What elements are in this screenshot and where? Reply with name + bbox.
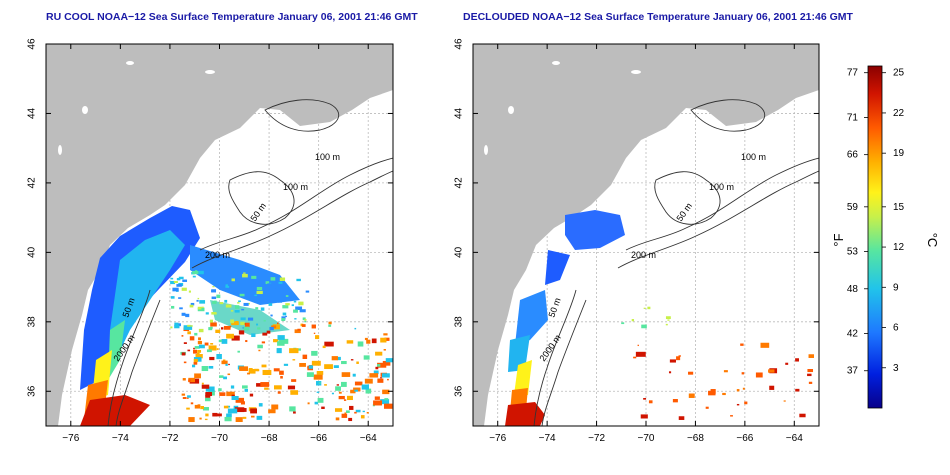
celsius-tick-label: 22 (893, 108, 905, 119)
colorbar-gradient (867, 65, 883, 409)
right-lat-label: 36 (454, 385, 465, 397)
right-land (473, 44, 819, 426)
left-lakes (58, 61, 215, 155)
right-lon-label: −76 (489, 433, 506, 444)
left-lat-label: 42 (27, 177, 38, 189)
left-lon-label: −70 (211, 433, 228, 444)
left-lat-label: 36 (27, 385, 38, 397)
colorbar-unit-celsius: °C (925, 233, 940, 248)
left-lon-label: −72 (161, 433, 178, 444)
left-map: 100 m 100 m 50 m 200 m 50 m 2000 m −76 −7… (27, 38, 394, 444)
right-lon-label: −74 (539, 433, 556, 444)
celsius-tick-label: 3 (893, 363, 899, 374)
left-lat-label: 40 (27, 246, 38, 258)
colorbar: 25 22 19 15 12 9 6 3 77 71 66 59 53 48 42 37 °F °C (831, 65, 940, 409)
contour-label: 50 m (546, 296, 562, 318)
right-axis-ticks: −76 −74 −72 −70 −68 −66 −64 36 38 40 42 44 46 (454, 38, 819, 444)
right-contours (533, 99, 819, 426)
celsius-tick-label: 9 (893, 282, 899, 293)
fahrenheit-tick-label: 53 (847, 247, 859, 258)
celsius-tick-label: 6 (893, 323, 899, 334)
celsius-tick-label: 15 (893, 202, 905, 213)
contour-label: 200 m (631, 250, 656, 260)
left-contours (107, 99, 393, 426)
contour-label: 100 m (283, 182, 308, 192)
fahrenheit-tick-label: 71 (847, 112, 859, 123)
right-sst-coastal (505, 210, 625, 426)
contour-label: 50 m (674, 201, 694, 223)
right-lon-label: −68 (687, 433, 704, 444)
fahrenheit-tick-label: 77 (847, 68, 859, 79)
left-lon-label: −68 (261, 433, 278, 444)
left-lon-label: −76 (62, 433, 79, 444)
right-lon-label: −70 (638, 433, 655, 444)
contour-label: 50 m (248, 201, 268, 223)
right-map: 100 m 100 m 50 m 200 m 50 m 2000 m −76 −7… (454, 38, 820, 444)
celsius-tick-label: 25 (893, 68, 905, 79)
contour-label: 100 m (315, 152, 340, 162)
left-lon-label: −74 (112, 433, 129, 444)
right-lat-label: 38 (454, 316, 465, 328)
right-map-title: DECLOUDED NOAA−12 Sea Surface Temperatur… (463, 11, 853, 23)
colorbar-ticks: 25 22 19 15 12 9 6 3 77 71 66 59 53 48 42 37 (847, 68, 905, 377)
right-lon-label: −64 (786, 433, 803, 444)
right-lat-label: 40 (454, 246, 465, 258)
right-lat-label: 46 (454, 38, 465, 50)
fahrenheit-tick-label: 48 (847, 284, 859, 295)
left-land (46, 44, 393, 426)
left-sst-patches (170, 270, 393, 423)
left-lon-label: −66 (310, 433, 327, 444)
fahrenheit-tick-label: 42 (847, 328, 859, 339)
left-axis-ticks: −76 −74 −72 −70 −68 −66 −64 36 38 40 42 44 46 (27, 38, 393, 444)
right-lon-label: −66 (736, 433, 753, 444)
left-lat-label: 46 (27, 38, 38, 50)
fahrenheit-tick-label: 66 (847, 150, 859, 161)
contour-label: 100 m (709, 182, 734, 192)
celsius-tick-label: 19 (893, 148, 905, 159)
right-sst-patches (621, 306, 815, 420)
celsius-tick-label: 12 (893, 242, 905, 253)
right-lat-label: 42 (454, 177, 465, 189)
left-lat-label: 38 (27, 316, 38, 328)
fahrenheit-tick-label: 59 (847, 202, 859, 213)
right-lon-label: −72 (588, 433, 605, 444)
contour-label: 100 m (741, 152, 766, 162)
right-lat-label: 44 (454, 107, 465, 119)
right-lakes (484, 61, 641, 155)
left-map-title: RU COOL NOAA−12 Sea Surface Temperature … (46, 11, 418, 23)
fahrenheit-tick-label: 37 (847, 366, 859, 377)
left-lat-label: 44 (27, 107, 38, 119)
colorbar-unit-fahrenheit: °F (831, 233, 846, 246)
contour-label: 200 m (205, 250, 230, 260)
left-lon-label: −64 (360, 433, 377, 444)
